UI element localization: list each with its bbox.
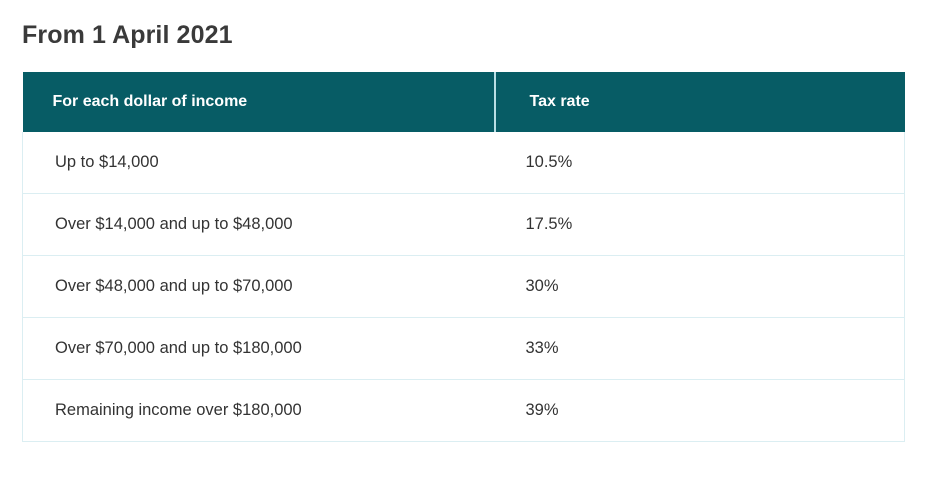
tax-rate-column-header: Tax rate	[494, 72, 905, 132]
income-bracket-cell: Over $48,000 and up to $70,000	[22, 255, 495, 318]
tax-rate-cell: 39%	[494, 379, 905, 442]
tax-rate-cell: 17.5%	[494, 193, 905, 256]
income-bracket-cell: Over $14,000 and up to $48,000	[22, 193, 495, 256]
table-row: Over $70,000 and up to $180,000 33%	[22, 317, 905, 380]
income-bracket-cell: Over $70,000 and up to $180,000	[22, 317, 495, 380]
income-bracket-cell: Remaining income over $180,000	[22, 379, 495, 442]
table-header-row: For each dollar of income Tax rate	[22, 72, 905, 132]
table-row: Up to $14,000 10.5%	[22, 132, 905, 194]
table-row: Remaining income over $180,000 39%	[22, 379, 905, 442]
table-row: Over $48,000 and up to $70,000 30%	[22, 255, 905, 318]
income-column-header: For each dollar of income	[22, 72, 496, 132]
tax-rate-cell: 33%	[494, 317, 905, 380]
tax-rate-cell: 10.5%	[494, 132, 905, 194]
income-bracket-cell: Up to $14,000	[22, 132, 495, 194]
tax-rate-table: For each dollar of income Tax rate Up to…	[22, 72, 905, 442]
page-title: From 1 April 2021	[22, 21, 233, 49]
tax-rate-cell: 30%	[494, 255, 905, 318]
table-row: Over $14,000 and up to $48,000 17.5%	[22, 193, 905, 256]
